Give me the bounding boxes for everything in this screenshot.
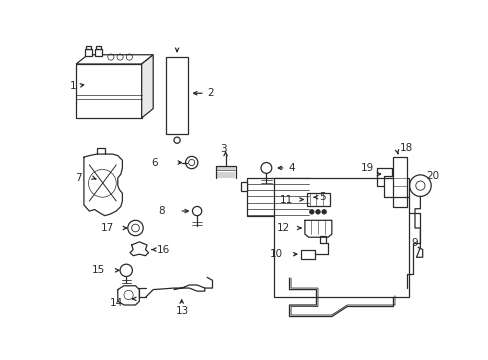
Text: 15: 15 [91, 265, 104, 275]
Bar [76, 64, 142, 118]
Circle shape [309, 210, 313, 214]
Bar [301, 249, 314, 259]
Text: 13: 13 [176, 306, 189, 316]
Bar [241, 182, 246, 191]
Text: 12: 12 [276, 223, 289, 233]
Text: 19: 19 [360, 163, 373, 173]
Text: 18: 18 [399, 143, 412, 153]
Text: 3: 3 [220, 144, 226, 154]
Bar [86, 45, 91, 49]
Text: 5: 5 [318, 192, 325, 202]
Text: 10: 10 [270, 249, 283, 259]
Text: 17: 17 [101, 223, 114, 233]
Text: 9: 9 [410, 238, 417, 248]
Text: 2: 2 [207, 88, 213, 98]
Bar [246, 178, 308, 216]
Text: 4: 4 [287, 163, 294, 173]
Text: 8: 8 [158, 206, 165, 216]
Bar [306, 193, 329, 206]
Text: 14: 14 [110, 298, 123, 309]
Bar [274, 178, 408, 297]
Text: 16: 16 [157, 244, 170, 255]
Text: 6: 6 [151, 158, 157, 167]
Bar [85, 49, 91, 56]
Polygon shape [76, 55, 153, 64]
Text: 11: 11 [279, 194, 292, 204]
Text: 20: 20 [425, 171, 438, 181]
Bar [166, 57, 187, 134]
Text: 1: 1 [70, 81, 77, 91]
Bar [95, 49, 102, 56]
Bar [308, 182, 314, 191]
Circle shape [321, 210, 326, 214]
Bar [393, 157, 407, 207]
Bar [96, 45, 101, 49]
Circle shape [315, 210, 320, 214]
Polygon shape [142, 55, 153, 118]
Text: 7: 7 [75, 173, 81, 183]
